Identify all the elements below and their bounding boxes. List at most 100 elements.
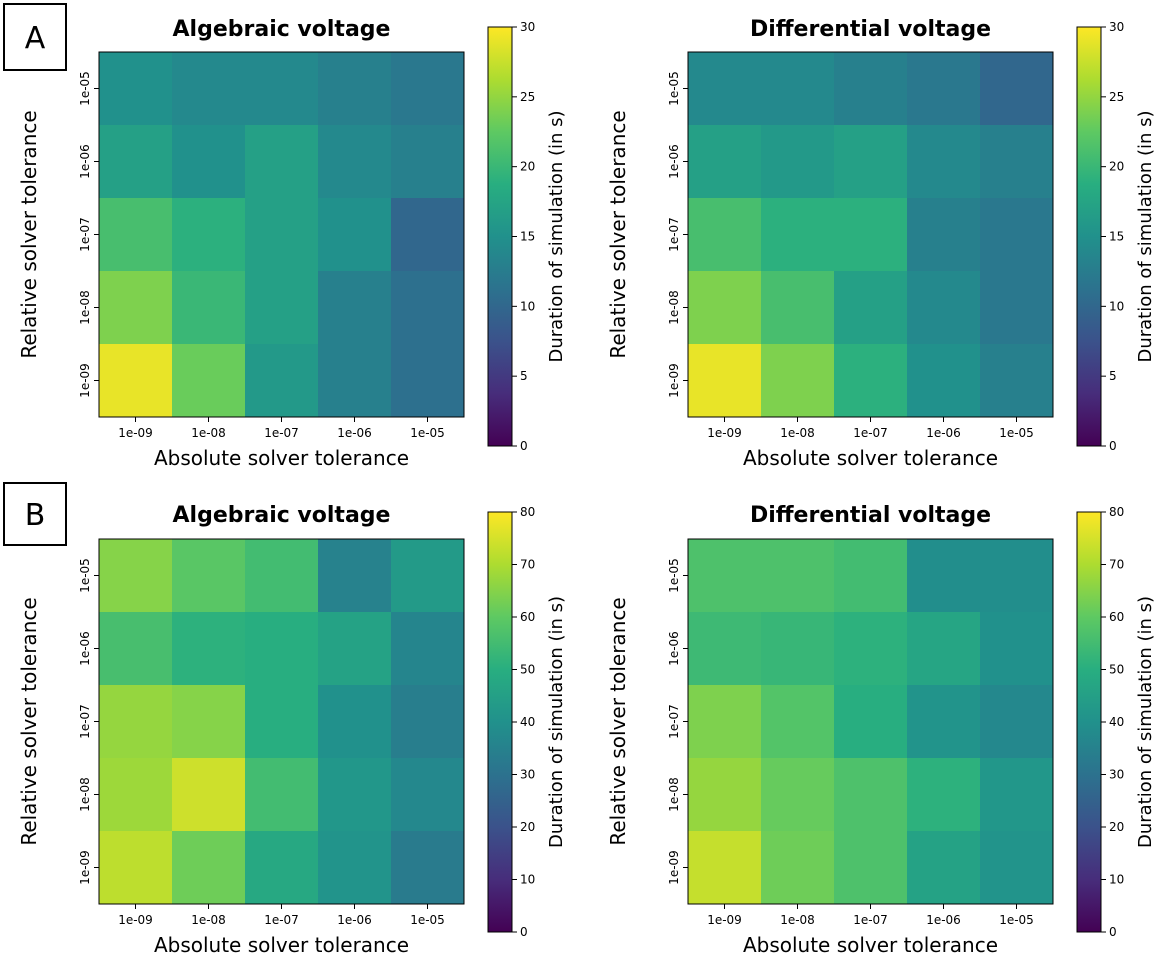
y-tick-label: 1e-06 bbox=[667, 631, 681, 666]
colorbar-tick-label: 0 bbox=[520, 439, 528, 453]
heatmap-cell bbox=[688, 539, 762, 613]
heatmap-cell bbox=[907, 758, 981, 832]
y-axis-label: Relative solver tolerance bbox=[17, 597, 41, 845]
colorbar-label: Duration of simulation (in s) bbox=[546, 596, 567, 848]
heatmap-cell bbox=[907, 539, 981, 613]
x-tick-label: 1e-08 bbox=[191, 426, 226, 440]
heatmap-cell bbox=[834, 612, 908, 686]
heatmap-cell bbox=[391, 758, 465, 832]
colorbar bbox=[1076, 26, 1102, 447]
y-tick-label: 1e-07 bbox=[78, 217, 92, 252]
heatmap-cell bbox=[172, 539, 246, 613]
colorbar-tick-label: 25 bbox=[520, 90, 535, 104]
heatmap-cell bbox=[761, 758, 835, 832]
heatmap-cell bbox=[834, 125, 908, 199]
heatmap-cell bbox=[688, 612, 762, 686]
colorbar-tick-label: 80 bbox=[520, 505, 535, 519]
y-tick-label: 1e-08 bbox=[78, 290, 92, 325]
heatmap-cell bbox=[688, 344, 762, 418]
colorbar-tick-label: 5 bbox=[1109, 369, 1117, 383]
heatmap-cell bbox=[980, 612, 1054, 686]
heatmap-cell bbox=[391, 831, 465, 905]
x-tick-label: 1e-05 bbox=[999, 913, 1034, 927]
x-tick-label: 1e-05 bbox=[410, 426, 445, 440]
heatmap-cell bbox=[245, 758, 319, 832]
x-tick-label: 1e-09 bbox=[707, 426, 742, 440]
x-axis-label: Absolute solver tolerance bbox=[154, 446, 409, 470]
y-tick-label: 1e-05 bbox=[78, 558, 92, 593]
heatmap-cell bbox=[318, 52, 392, 126]
y-tick-label: 1e-06 bbox=[78, 631, 92, 666]
colorbar-label: Duration of simulation (in s) bbox=[1135, 110, 1156, 362]
heatmap-cell bbox=[99, 539, 173, 613]
svg-text:A: A bbox=[25, 21, 46, 56]
y-tick-label: 1e-09 bbox=[78, 850, 92, 885]
colorbar-label: Duration of simulation (in s) bbox=[546, 110, 567, 362]
y-tick-label: 1e-09 bbox=[667, 850, 681, 885]
heatmap-cell bbox=[907, 612, 981, 686]
heatmap-cell bbox=[761, 831, 835, 905]
colorbar-tick-label: 30 bbox=[520, 768, 535, 782]
x-axis-label: Absolute solver tolerance bbox=[743, 933, 998, 957]
heatmap-cell bbox=[318, 539, 392, 613]
y-tick-label: 1e-08 bbox=[78, 777, 92, 812]
heatmap-cell bbox=[391, 198, 465, 272]
heatmap-cell bbox=[688, 831, 762, 905]
heatmap-cell bbox=[688, 271, 762, 345]
heatmap-cell bbox=[172, 344, 246, 418]
heatmap-cell bbox=[172, 831, 246, 905]
colorbar bbox=[487, 26, 513, 447]
heatmap-cell bbox=[391, 344, 465, 418]
colorbar-tick-label: 20 bbox=[1109, 160, 1124, 174]
heatmap-cell bbox=[99, 685, 173, 759]
colorbar-tick-label: 60 bbox=[1109, 610, 1124, 624]
heatmap-cell bbox=[391, 685, 465, 759]
y-tick-label: 1e-07 bbox=[667, 217, 681, 252]
colorbar-tick-label: 30 bbox=[1109, 768, 1124, 782]
colorbar-tick-label: 60 bbox=[520, 610, 535, 624]
colorbar-tick-label: 5 bbox=[520, 369, 528, 383]
heatmap-cell bbox=[980, 831, 1054, 905]
y-tick-label: 1e-05 bbox=[78, 71, 92, 106]
heatmap-cell bbox=[245, 539, 319, 613]
chart-title: Differential voltage bbox=[750, 17, 991, 42]
heatmap-cell bbox=[907, 198, 981, 272]
heatmap-cell bbox=[761, 125, 835, 199]
heatmap-cell bbox=[834, 198, 908, 272]
heatmap-cell bbox=[172, 685, 246, 759]
x-tick-label: 1e-05 bbox=[410, 913, 445, 927]
y-tick-label: 1e-05 bbox=[667, 71, 681, 106]
heatmap-cell bbox=[391, 125, 465, 199]
heatmap-cell bbox=[318, 198, 392, 272]
colorbar-label: Duration of simulation (in s) bbox=[1135, 596, 1156, 848]
colorbar-tick-label: 70 bbox=[520, 558, 535, 572]
heatmap-cell bbox=[172, 271, 246, 345]
panel-b-label: B bbox=[3, 482, 67, 546]
y-axis-label: Relative solver tolerance bbox=[17, 110, 41, 358]
colorbar-tick-label: 20 bbox=[520, 160, 535, 174]
heatmap-cell bbox=[99, 198, 173, 272]
heatmap-cell bbox=[980, 539, 1054, 613]
colorbar-tick-label: 20 bbox=[1109, 820, 1124, 834]
heatmap-cell bbox=[318, 125, 392, 199]
x-tick-label: 1e-06 bbox=[337, 426, 372, 440]
heatmap-cell bbox=[245, 125, 319, 199]
heatmap-cell bbox=[99, 612, 173, 686]
heatmap-cell bbox=[391, 271, 465, 345]
heatmap-cell bbox=[99, 831, 173, 905]
colorbar-tick-label: 10 bbox=[1109, 299, 1124, 313]
heatmap-cell bbox=[99, 52, 173, 126]
heatmap-cell bbox=[318, 271, 392, 345]
heatmap-cell bbox=[245, 52, 319, 126]
y-axis-label: Relative solver tolerance bbox=[606, 597, 630, 845]
heatmap-cell bbox=[318, 758, 392, 832]
heatmap-cell bbox=[907, 344, 981, 418]
chart-title: Algebraic voltage bbox=[173, 17, 391, 42]
heatmap-cell bbox=[318, 831, 392, 905]
colorbar-tick-label: 15 bbox=[1109, 230, 1124, 244]
x-axis-label: Absolute solver tolerance bbox=[743, 446, 998, 470]
x-tick-label: 1e-07 bbox=[264, 426, 299, 440]
heatmap-cell bbox=[318, 612, 392, 686]
heatmap-cell bbox=[980, 271, 1054, 345]
